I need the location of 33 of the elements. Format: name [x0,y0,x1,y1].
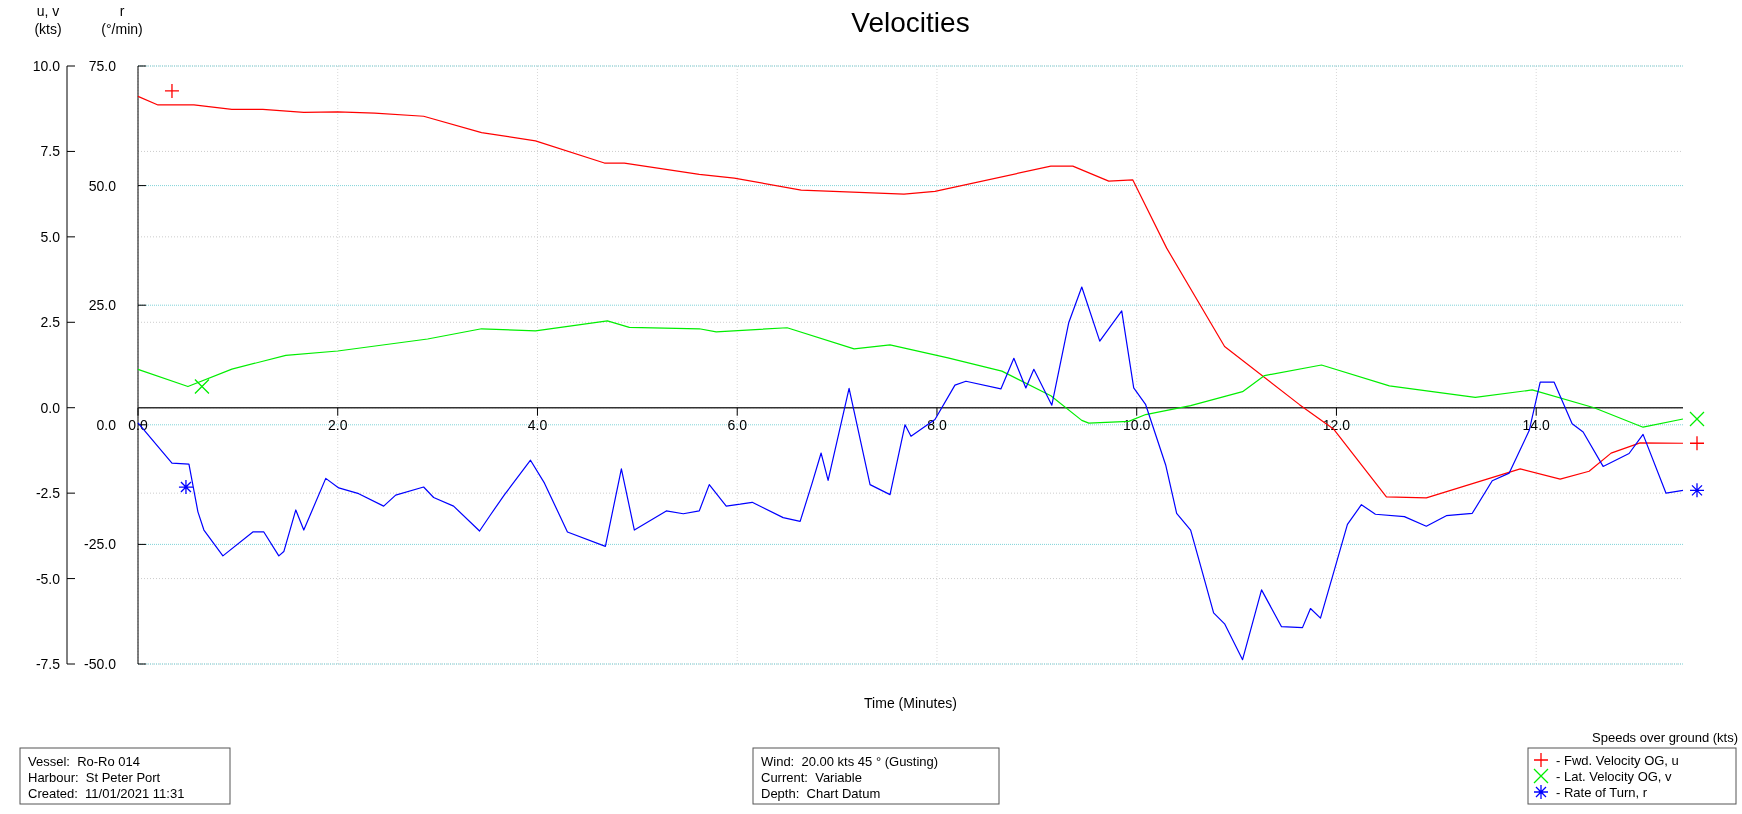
y-tick-label: 0.0 [40,399,61,416]
x-tick-label: 2.0 [328,416,348,433]
chart-title: Velocities [851,7,970,38]
y-tick-label: -7.5 [35,656,61,672]
text: Current: Variable [761,770,862,785]
text: Created: 11/01/2021 11:31 [28,786,185,801]
x-tick-label: 10.0 [1123,416,1151,433]
y2-tick-label: 75.0 [88,58,117,74]
y2-tick-label: -25.0 [84,536,117,553]
legend-title: Speeds over ground (kts) [1592,730,1738,745]
text: Depth: Chart Datum [761,786,881,801]
y-tick-label: 7.5 [40,143,61,160]
y2-tick-label: 25.0 [88,297,117,314]
y-axis-title: u, v (kts) [34,3,62,37]
text: Harbour: St Peter Port [28,770,161,785]
x-tick-label: 6.0 [727,416,748,433]
y2-axis-title: r (°/min) [101,3,143,37]
y-tick-label: -5.0 [35,570,61,587]
legend-label: - Rate of Turn, r [1556,785,1648,800]
text: Wind: 20.00 kts 45 ° (Gusting) [761,754,939,769]
y-tick-label: 5.0 [40,228,61,245]
y-tick-label: 10.0 [32,58,61,74]
text: Vessel: Ro-Ro 014 [28,754,141,769]
y-tick-label: 2.5 [40,314,61,331]
y2-tick-label: -50.0 [84,656,117,672]
x-tick-label: 0.0 [128,416,148,433]
x-axis-title: Time (Minutes) [864,695,957,711]
x-tick-label: 8.0 [927,416,947,433]
x-tick-label: 4.0 [527,416,548,433]
y2-tick-label: 50.0 [88,177,117,194]
y-tick-label: -2.5 [35,485,61,502]
legend-label: - Lat. Velocity OG, v [1556,769,1673,784]
legend-label: - Fwd. Velocity OG, u [1556,753,1679,768]
